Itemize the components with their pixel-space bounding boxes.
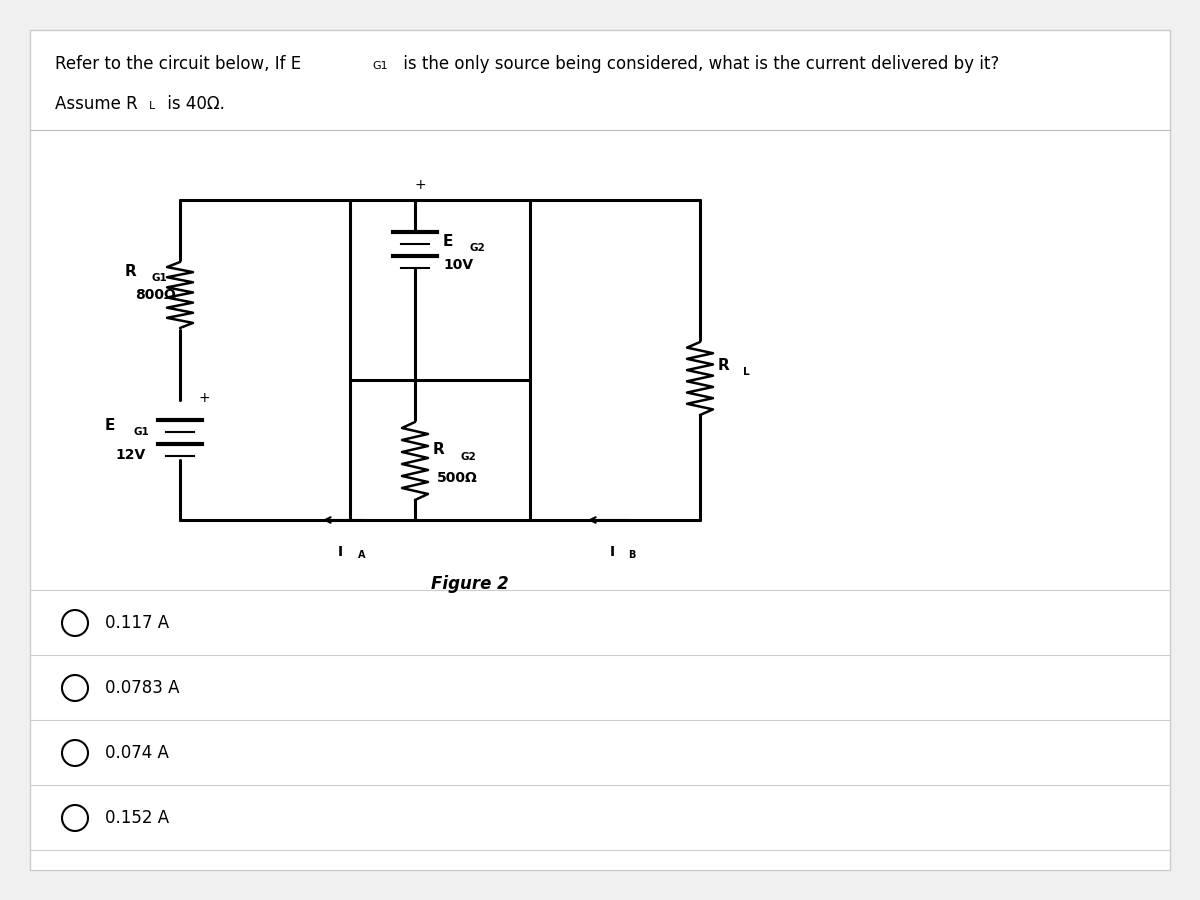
Text: L: L bbox=[149, 101, 155, 111]
Text: +: + bbox=[414, 178, 426, 192]
Text: 0.117 A: 0.117 A bbox=[106, 614, 169, 632]
Text: E: E bbox=[106, 418, 115, 433]
Text: G1: G1 bbox=[134, 427, 150, 437]
Text: 0.152 A: 0.152 A bbox=[106, 809, 169, 827]
Text: 800Ω: 800Ω bbox=[134, 288, 175, 302]
Text: I: I bbox=[610, 545, 614, 559]
Text: R: R bbox=[125, 265, 137, 280]
Text: G1: G1 bbox=[152, 273, 168, 283]
Text: A: A bbox=[358, 550, 366, 560]
Text: Figure 2: Figure 2 bbox=[431, 575, 509, 593]
Text: Refer to the circuit below, If E: Refer to the circuit below, If E bbox=[55, 55, 301, 73]
Text: G2: G2 bbox=[460, 452, 475, 462]
Text: R: R bbox=[718, 357, 730, 373]
Text: R: R bbox=[433, 443, 445, 457]
Text: 0.074 A: 0.074 A bbox=[106, 744, 169, 762]
Text: I: I bbox=[337, 545, 342, 559]
Text: G1: G1 bbox=[372, 61, 388, 71]
Text: B: B bbox=[628, 550, 635, 560]
Text: +: + bbox=[198, 391, 210, 405]
Text: G2: G2 bbox=[470, 243, 486, 253]
Text: E: E bbox=[443, 235, 454, 249]
Text: L: L bbox=[743, 367, 750, 377]
Text: 12V: 12V bbox=[115, 448, 145, 462]
Text: is 40Ω.: is 40Ω. bbox=[162, 95, 224, 113]
Text: Assume R: Assume R bbox=[55, 95, 138, 113]
Text: is the only source being considered, what is the current delivered by it?: is the only source being considered, wha… bbox=[398, 55, 1000, 73]
Text: 10V: 10V bbox=[443, 258, 473, 272]
Text: 500Ω: 500Ω bbox=[437, 471, 478, 485]
Text: 0.0783 A: 0.0783 A bbox=[106, 679, 180, 697]
